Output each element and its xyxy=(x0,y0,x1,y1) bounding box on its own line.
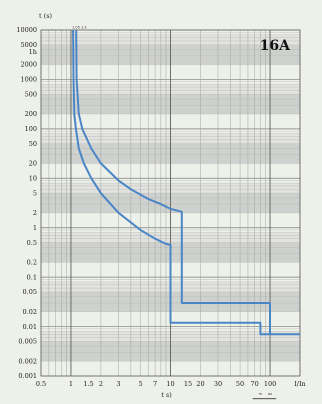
x-tick-label: 5 xyxy=(138,380,142,388)
y-tick-label: 2 xyxy=(33,209,37,217)
x-tick-label: 0.5 xyxy=(36,380,46,388)
y-tick-label: 50 xyxy=(29,140,37,148)
y-tick-label: 0.002 xyxy=(18,357,37,365)
y-tick-label: 200 xyxy=(25,110,37,118)
y-tick-label: 5000 xyxy=(20,41,37,49)
x-axis-sub-underline xyxy=(252,398,277,400)
top-left-note: 1.05 1.3 xyxy=(72,26,86,30)
trip-curve-2 xyxy=(72,29,270,336)
y-axis-title: t (s) xyxy=(39,12,53,20)
x-tick-label: 70 xyxy=(250,380,258,388)
x-tick-label: 3 xyxy=(116,380,120,388)
y-tick-label: 1000 xyxy=(20,76,37,84)
y-tick-label: 0.005 xyxy=(18,338,37,346)
x-tick-label: 20 xyxy=(196,380,204,388)
x-axis-sub-label-ax: ax xyxy=(268,392,272,396)
x-tick-label: 1.5 xyxy=(83,380,93,388)
y-tick-label: 0.001 xyxy=(18,372,37,380)
y-tick-label: 0.1 xyxy=(27,273,37,281)
trip-curve-1 xyxy=(75,29,300,336)
x-tick-label: 30 xyxy=(214,380,222,388)
rating-label: 16A xyxy=(260,38,291,54)
y-tick-label: 500 xyxy=(25,91,37,99)
x-tick-label: 15 xyxy=(184,380,192,388)
y-tick-label: 10000 xyxy=(16,26,37,34)
y-tick-label: 100 xyxy=(25,125,37,133)
x-tick-label: 50 xyxy=(236,380,244,388)
y-tick-label: 10 xyxy=(29,174,37,182)
y-tick-label: 1 xyxy=(33,224,37,232)
x-tick-label: 2 xyxy=(99,380,103,388)
y-tick-label: 0.01 xyxy=(23,323,37,331)
y-tick-label: 0.2 xyxy=(27,258,37,266)
x-tick-label: 1 xyxy=(69,380,73,388)
x-axis-sub-label-m: m xyxy=(259,392,263,396)
y-tick-label: 5 xyxy=(33,189,37,197)
x-tick-label: I/In xyxy=(294,380,306,388)
y-tick-label: 0.02 xyxy=(23,308,37,316)
trip-curves xyxy=(72,29,300,336)
x-tick-labels: 0.5 1 1.5 2 3 5 7 10 15 20 30 50 70 100 I/In xyxy=(36,380,306,388)
y-tick-label: 2000 xyxy=(20,61,37,69)
x-tick-label: 7 xyxy=(153,380,157,388)
y-tick-label: 1h xyxy=(29,48,37,56)
plot-frame xyxy=(40,29,301,377)
y-tick-label: 20 xyxy=(29,160,37,168)
y-tick-label: 0.05 xyxy=(23,288,37,296)
y-tick-label: 0.5 xyxy=(27,239,37,247)
x-tick-label: 100 xyxy=(264,380,276,388)
x-axis-unit: t s) xyxy=(161,391,172,399)
x-tick-label: 10 xyxy=(166,380,174,388)
